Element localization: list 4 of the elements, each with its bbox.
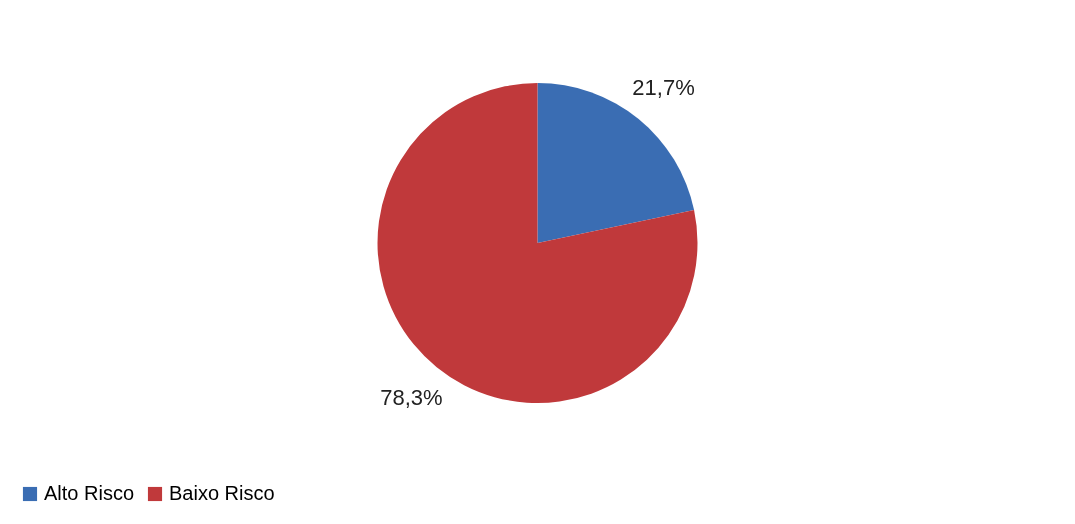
data-label: 21,7% [632, 74, 695, 100]
data-label: 78,3% [380, 385, 443, 411]
legend-label: Alto Risco [44, 482, 135, 504]
legend-label: Baixo Risco [169, 482, 275, 504]
